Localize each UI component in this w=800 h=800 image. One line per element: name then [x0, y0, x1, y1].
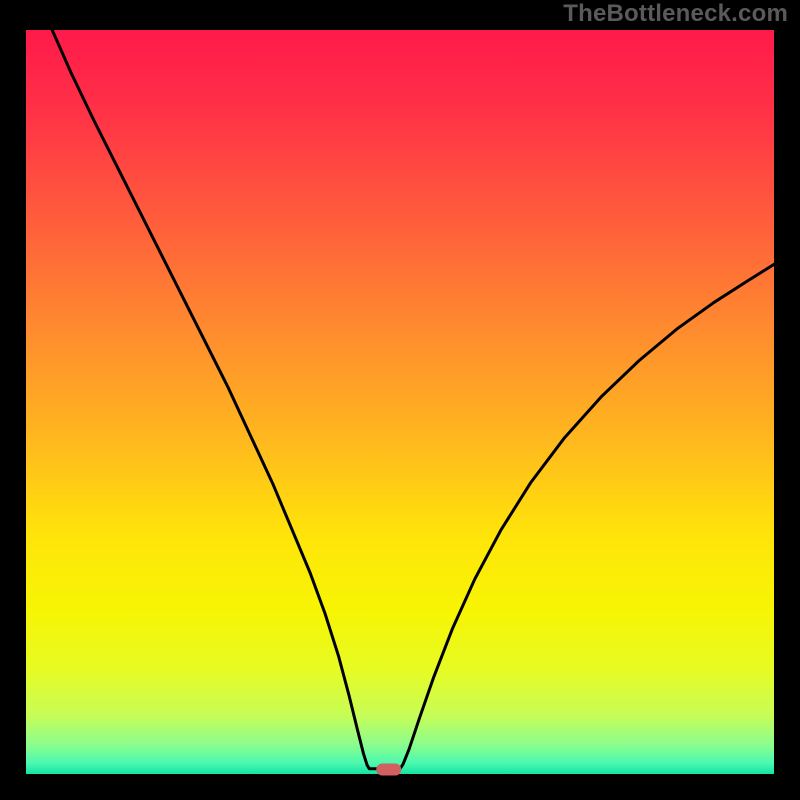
valley-marker	[377, 764, 401, 775]
watermark-label: TheBottleneck.com	[563, 0, 788, 28]
bottleneck-curve	[52, 30, 774, 769]
chart-root: TheBottleneck.com	[0, 0, 800, 800]
curve-layer	[26, 30, 774, 774]
